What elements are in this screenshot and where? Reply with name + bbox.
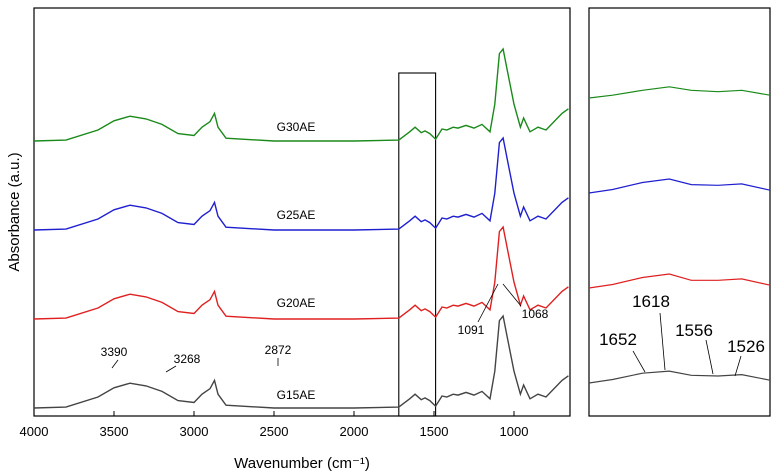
inset-line-g15ae — [588, 370, 771, 384]
x-tick-label: 3500 — [100, 424, 129, 439]
x-tick-label: 2000 — [340, 424, 369, 439]
peak-label-2872: 2872 — [265, 343, 292, 357]
inset-region-box — [398, 72, 437, 417]
x-axis-label: Wavenumber (cm⁻¹) — [234, 455, 370, 472]
y-axis-label: Absorbance (a.u.) — [6, 152, 23, 271]
inset-peak-arrow-1556 — [705, 339, 714, 375]
series-line-g30ae — [33, 47, 569, 142]
peak-arrow-3268 — [165, 365, 177, 373]
series-label-g30ae: G30AE — [277, 120, 316, 134]
inset-peak-label-1526: 1526 — [727, 337, 765, 356]
x-tick-label: 3000 — [180, 424, 209, 439]
inset-peak-label-1618: 1618 — [632, 292, 670, 311]
x-tick-label: 2500 — [260, 424, 289, 439]
peak-label-3268: 3268 — [174, 352, 201, 366]
inset-line-g30ae — [588, 86, 771, 99]
series-line-g15ae — [33, 314, 569, 409]
series-line-g20ae — [33, 225, 569, 320]
inset-line-g20ae — [588, 273, 771, 289]
peak-label-1068: 1068 — [522, 307, 549, 321]
series-label-g20ae: G20AE — [277, 296, 316, 310]
x-axis-tick-labels: 4000 3500 3000 2500 2000 1500 1000 — [20, 424, 529, 439]
inset-peak-arrow-1652 — [632, 350, 646, 373]
series-line-g25ae — [33, 136, 569, 231]
peak-arrow-3390 — [111, 359, 119, 369]
x-tick-label: 1500 — [420, 424, 449, 439]
inset-peak-arrow-1618 — [659, 312, 666, 371]
x-axis-ticks — [33, 411, 515, 416]
peak-arrow-1091 — [477, 283, 499, 323]
peak-arrow-1068 — [502, 283, 522, 307]
inset-plot-frame — [588, 7, 771, 417]
peak-label-1091: 1091 — [458, 323, 485, 337]
inset-peak-label-1556: 1556 — [675, 321, 713, 340]
x-tick-label: 4000 — [20, 424, 49, 439]
series-label-g25ae: G25AE — [277, 208, 316, 222]
inset-line-g25ae — [588, 178, 771, 194]
peak-label-3390: 3390 — [101, 345, 128, 359]
main-series-group — [33, 47, 569, 409]
inset-peak-arrow-1526 — [734, 355, 742, 377]
inset-peak-label-1652: 1652 — [599, 330, 637, 349]
inset-series-group — [588, 86, 771, 384]
main-plot-frame — [33, 7, 571, 417]
series-label-g15ae: G15AE — [277, 388, 316, 402]
x-tick-label: 1000 — [500, 424, 529, 439]
